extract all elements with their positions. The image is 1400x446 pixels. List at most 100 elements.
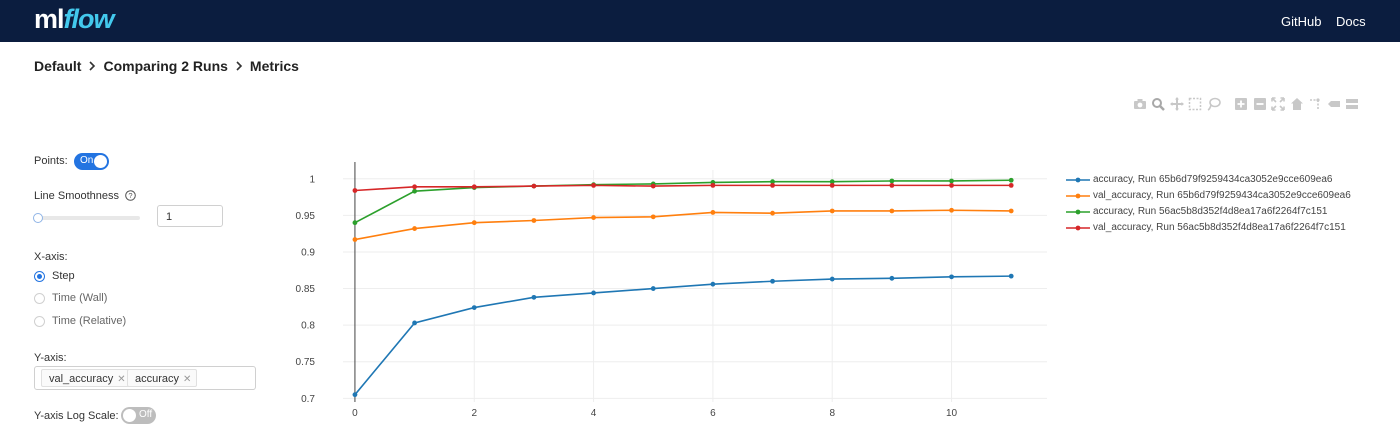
data-point[interactable]	[650, 183, 656, 189]
smoothness-label: Line Smoothness ?	[34, 190, 136, 204]
data-point[interactable]	[412, 320, 417, 326]
y-tick-label: 0.75	[296, 357, 316, 368]
github-link[interactable]: GitHub	[1281, 14, 1322, 29]
points-toggle[interactable]: On	[74, 153, 109, 170]
series-line[interactable]	[354, 184, 1012, 192]
data-point[interactable]	[770, 182, 775, 188]
lasso-select-icon[interactable]	[1206, 97, 1221, 112]
close-icon[interactable]: ✕	[183, 374, 192, 385]
legend-item[interactable]: val_accuracy, Run 65b6d79f9259434ca3052e…	[1066, 190, 1366, 205]
zoom-icon[interactable]	[1151, 97, 1166, 112]
series-line[interactable]	[354, 179, 1012, 224]
data-point[interactable]	[352, 392, 358, 398]
reset-axes-icon[interactable]	[1289, 97, 1304, 112]
data-point[interactable]	[591, 215, 596, 220]
camera-icon[interactable]	[1132, 97, 1147, 112]
hover-compare-icon[interactable]	[1345, 97, 1360, 112]
chart-toolbar	[1132, 96, 1363, 112]
data-point[interactable]	[889, 178, 895, 184]
yaxis-metric-select[interactable]: val_accuracy ✕ accuracy ✕	[34, 366, 256, 390]
x-tick-label: 10	[946, 408, 958, 419]
autoscale-icon[interactable]	[1271, 97, 1286, 112]
docs-link[interactable]: Docs	[1336, 14, 1366, 29]
data-point[interactable]	[1008, 182, 1014, 188]
xaxis-relative-radio[interactable]	[34, 316, 45, 327]
toggle-knob	[94, 155, 107, 168]
xaxis-label: X-axis:	[34, 251, 68, 263]
x-tick-label: 2	[471, 408, 477, 419]
log-scale-label: Y-axis Log Scale:	[34, 410, 119, 422]
data-point[interactable]	[352, 220, 358, 226]
data-point[interactable]	[1008, 273, 1014, 279]
data-point[interactable]	[471, 220, 477, 226]
chevron-right-icon	[235, 58, 243, 74]
data-point[interactable]	[1008, 177, 1014, 183]
data-point[interactable]	[829, 182, 835, 188]
x-tick-label: 8	[829, 408, 835, 419]
data-point[interactable]	[591, 290, 596, 296]
data-point[interactable]	[650, 286, 656, 291]
data-point[interactable]	[710, 182, 716, 188]
data-point[interactable]	[471, 184, 477, 190]
mlflow-logo[interactable]: mlflow	[34, 4, 115, 35]
data-point[interactable]	[829, 208, 835, 214]
zoom-in-icon[interactable]	[1234, 97, 1249, 112]
data-point[interactable]	[471, 305, 477, 310]
close-icon[interactable]: ✕	[117, 374, 126, 385]
series-line[interactable]	[354, 209, 1012, 241]
data-point[interactable]	[770, 278, 775, 284]
data-point[interactable]	[889, 182, 895, 188]
xaxis-step-label[interactable]: Step	[52, 270, 75, 282]
data-point[interactable]	[1008, 208, 1014, 214]
spike-lines-icon[interactable]	[1308, 97, 1323, 112]
log-scale-toggle[interactable]: Off	[121, 407, 156, 424]
data-point[interactable]	[949, 182, 954, 188]
metric-tag: val_accuracy ✕	[41, 369, 132, 387]
data-point[interactable]	[770, 179, 775, 185]
data-point[interactable]	[889, 275, 895, 281]
data-point[interactable]	[412, 188, 417, 194]
data-point[interactable]	[650, 214, 656, 220]
data-point[interactable]	[412, 184, 417, 190]
xaxis-step-radio[interactable]	[34, 271, 45, 282]
box-select-icon[interactable]	[1188, 97, 1203, 112]
smoothness-slider-track[interactable]	[36, 216, 140, 220]
breadcrumb-compare-link[interactable]: Comparing 2 Runs	[103, 58, 228, 74]
help-icon[interactable]: ?	[125, 190, 136, 204]
data-point[interactable]	[591, 182, 596, 188]
breadcrumb-current-page: Metrics	[249, 58, 299, 74]
zoom-out-icon[interactable]	[1252, 97, 1267, 112]
data-point[interactable]	[352, 237, 358, 242]
data-point[interactable]	[949, 274, 954, 280]
hover-closest-icon[interactable]	[1326, 97, 1341, 112]
legend-swatch	[1066, 225, 1090, 231]
xaxis-wall-radio[interactable]	[34, 293, 45, 304]
smoothness-input[interactable]: 1	[157, 205, 223, 227]
xaxis-relative-label[interactable]: Time (Relative)	[52, 315, 127, 327]
metric-tag-text: val_accuracy	[49, 373, 114, 385]
y-tick-label: 0.9	[301, 247, 315, 258]
legend-item[interactable]: accuracy, Run 65b6d79f9259434ca3052e9cce…	[1066, 174, 1366, 189]
legend-label: val_accuracy, Run 56ac5b8d352f4d8ea17a6f…	[1093, 222, 1346, 233]
data-point[interactable]	[710, 210, 716, 215]
data-point[interactable]	[889, 208, 895, 214]
data-point[interactable]	[829, 179, 835, 185]
data-point[interactable]	[531, 218, 537, 223]
data-point[interactable]	[352, 188, 358, 193]
breadcrumb-experiment-link[interactable]: Default	[34, 58, 82, 74]
data-point[interactable]	[412, 226, 417, 231]
data-point[interactable]	[949, 178, 954, 184]
data-point[interactable]	[710, 281, 716, 287]
legend-item[interactable]: val_accuracy, Run 56ac5b8d352f4d8ea17a6f…	[1066, 222, 1366, 237]
data-point[interactable]	[949, 207, 954, 213]
data-point[interactable]	[531, 294, 537, 300]
smoothness-slider-handle[interactable]	[33, 213, 43, 223]
legend-item[interactable]: accuracy, Run 56ac5b8d352f4d8ea17a6f2264…	[1066, 206, 1366, 221]
data-point[interactable]	[770, 210, 775, 216]
pan-icon[interactable]	[1169, 97, 1184, 112]
series-line[interactable]	[354, 275, 1012, 396]
xaxis-wall-label[interactable]: Time (Wall)	[52, 292, 108, 304]
data-point[interactable]	[531, 183, 537, 189]
data-point[interactable]	[829, 276, 835, 282]
